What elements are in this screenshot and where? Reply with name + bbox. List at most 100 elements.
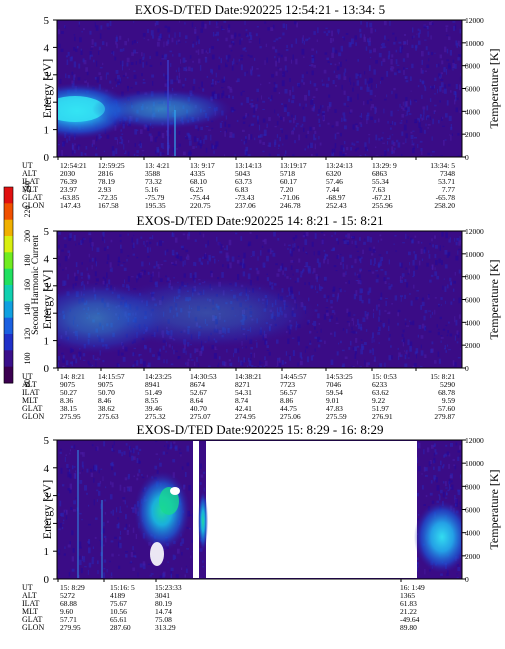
orbit-value: 89.80: [400, 623, 417, 632]
y2-axis-label: Temperature [K]: [487, 48, 501, 128]
y-tick-label: 4: [44, 463, 50, 475]
orbit-value: 13: 9:17: [190, 161, 215, 170]
panel-title: EXOS-D/TED Date:920225 14: 8:21 - 15: 8:…: [137, 213, 384, 228]
orbit-value: 8.74: [235, 396, 248, 405]
orbit-value: 15: 8:21: [430, 372, 455, 381]
y-tick-label: 3: [44, 281, 50, 293]
orbit-value: 14.74: [155, 607, 172, 616]
orbit-value: 59.54: [326, 388, 343, 397]
orbit-value: 147.43: [60, 201, 81, 210]
orbit-value: 61.83: [400, 599, 417, 608]
orbit-value: 274.95: [235, 412, 256, 421]
orbit-value: 13:29: 9: [372, 161, 397, 170]
orbit-value: 313.29: [155, 623, 176, 632]
data-gap: [206, 441, 417, 578]
orbit-value: 275.06: [280, 412, 301, 421]
orbit-row-label: UT: [22, 372, 33, 381]
orbit-value: 14:23:25: [145, 372, 172, 381]
y2-axis-label: Temperature [K]: [487, 259, 501, 339]
orbit-value: 76.39: [60, 177, 77, 186]
y2-tick-label: 8000: [465, 62, 480, 71]
orbit-value: 9075: [60, 380, 75, 389]
orbit-value: -72.35: [98, 193, 118, 202]
orbit-value: 7.44: [326, 185, 339, 194]
orbit-value: 7348: [440, 169, 455, 178]
y-tick-label: 5: [44, 15, 50, 27]
colorbar-label: Second Harmonic Current: [31, 235, 41, 335]
orbit-value: 7046: [326, 380, 341, 389]
orbit-value: 276.91: [372, 412, 393, 421]
orbit-value: 167.58: [98, 201, 119, 210]
orbit-value: 10.56: [110, 607, 127, 616]
orbit-row-label: MLT: [22, 396, 38, 405]
colorbar-tick-label: 80: [23, 379, 32, 387]
orbit-row-label: ALT: [22, 591, 37, 600]
orbit-value: 39.46: [145, 404, 162, 413]
orbit-value: -63.85: [60, 193, 80, 202]
orbit-row-label: ILAT: [22, 599, 39, 608]
colorbar-segment: [4, 317, 13, 335]
orbit-value: 4335: [190, 169, 205, 178]
orbit-value: 52.67: [190, 388, 207, 397]
orbit-value: 16: 1:49: [400, 583, 425, 592]
orbit-value: -75.79: [145, 193, 165, 202]
orbit-value: 5718: [280, 169, 295, 178]
orbit-value: 15:16: 5: [110, 583, 135, 592]
orbit-value: 246.78: [280, 201, 301, 210]
orbit-value: 2030: [60, 169, 75, 178]
orbit-value: 68.10: [190, 177, 207, 186]
colorbar-tick-label: 160: [23, 279, 32, 291]
orbit-value: 8.64: [190, 396, 203, 405]
y2-tick-label: 10000: [465, 39, 484, 48]
y2-tick-label: 0: [465, 575, 469, 584]
orbit-value: 3041: [155, 591, 170, 600]
y-axis-label: Energy [eV]: [40, 270, 54, 329]
y-tick-label: 2: [44, 518, 50, 530]
orbit-value: 279.87: [434, 412, 455, 421]
orbit-value: 8.86: [280, 396, 293, 405]
orbit-value: 75.67: [110, 599, 127, 608]
y2-tick-label: 0: [465, 153, 469, 162]
orbit-value: 75.08: [155, 615, 172, 624]
orbit-value: 275.63: [98, 412, 119, 421]
orbit-value: 78.19: [98, 177, 115, 186]
colorbar-tick-label: 100: [23, 353, 32, 365]
y2-tick-label: 8000: [465, 273, 480, 282]
orbit-value: 14:30:53: [190, 372, 217, 381]
orbit-value: 57.71: [60, 615, 77, 624]
orbit-value: 63.62: [372, 388, 389, 397]
orbit-value: 275.07: [190, 412, 211, 421]
panel-1-axes: [53, 19, 466, 160]
orbit-value: -49.64: [400, 615, 420, 624]
orbit-row-label: GLAT: [22, 193, 43, 202]
orbit-value: 8.46: [98, 396, 111, 405]
orbit-value: 56.57: [280, 388, 297, 397]
panel-title: EXOS-D/TED Date:920225 12:54:21 - 13:34:…: [135, 2, 385, 17]
y-tick-label: 4: [44, 253, 50, 265]
orbit-value: 14:53:25: [326, 372, 353, 381]
orbit-value: 4189: [110, 591, 125, 600]
orbit-value: 63.73: [235, 177, 252, 186]
y2-tick-label: 6000: [465, 296, 480, 305]
y2-tick-label: 2000: [465, 341, 480, 350]
panel-3-axes: [53, 439, 466, 582]
orbit-row-label: UT: [22, 583, 33, 592]
orbit-value: -65.78: [436, 193, 456, 202]
orbit-value: 68.88: [60, 599, 77, 608]
orbit-value: 80.19: [155, 599, 172, 608]
orbit-value: 2.93: [98, 185, 111, 194]
orbit-row-label: MLT: [22, 607, 38, 616]
orbit-value: 14:15:57: [98, 372, 125, 381]
orbit-value: 7.63: [372, 185, 385, 194]
orbit-row-label: GLON: [22, 412, 44, 421]
orbit-value: -73.43: [235, 193, 255, 202]
colorbar-segment: [4, 187, 13, 204]
orbit-row-label: GLON: [22, 201, 44, 210]
orbit-value: 7.20: [280, 185, 293, 194]
orbit-value: 13:14:13: [235, 161, 262, 170]
spectrogram-texture: [58, 441, 461, 578]
y-tick-label: 2: [44, 308, 50, 320]
orbit-value: 8271: [235, 380, 250, 389]
colorbar-segment: [4, 366, 13, 384]
y-tick-label: 0: [44, 152, 50, 164]
